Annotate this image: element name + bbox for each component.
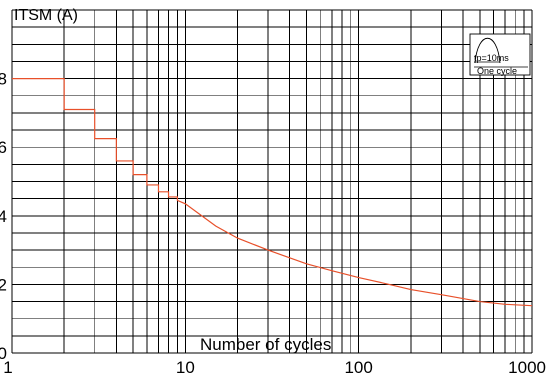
y-tick-label: 6 bbox=[0, 138, 7, 157]
y-tick-labels: 0 2 4 6 8 bbox=[0, 70, 7, 363]
inset-halfwave bbox=[474, 37, 501, 64]
y-tick-label: 8 bbox=[0, 70, 7, 89]
x-tick-label: 1 bbox=[3, 358, 12, 377]
inset-box bbox=[469, 33, 531, 76]
y-tick-label: 2 bbox=[0, 275, 7, 294]
y-tick-label: 0 bbox=[0, 344, 7, 363]
inset-waveform: tp=10ms One cycle bbox=[469, 33, 531, 76]
x-axis-label: Number of cycles bbox=[200, 335, 331, 354]
grid-lines bbox=[11, 9, 533, 354]
x-tick-label: 100 bbox=[344, 358, 372, 377]
y-axis-label: ITSM (A) bbox=[14, 7, 78, 24]
x-tick-labels: 1 10 100 1000 bbox=[3, 358, 546, 377]
series-line-itsm bbox=[12, 78, 533, 307]
inset-cycle-label: One cycle bbox=[477, 66, 517, 76]
y-tick-label: 4 bbox=[0, 207, 7, 226]
x-tick-label: 1000 bbox=[508, 358, 546, 377]
inset-tp-label: tp=10ms bbox=[474, 53, 509, 63]
x-tick-label: 10 bbox=[176, 358, 195, 377]
